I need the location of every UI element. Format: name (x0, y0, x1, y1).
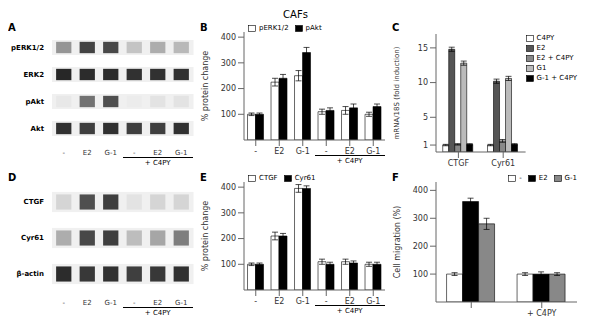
svg-text:-: - (133, 149, 136, 157)
svg-text:Cyr61: Cyr61 (491, 159, 515, 168)
svg-text:E2: E2 (153, 299, 162, 307)
svg-text:E2: E2 (153, 149, 162, 157)
svg-text:200: 200 (413, 242, 428, 251)
html-text:CTGF: CTGF (259, 174, 278, 182)
svg-text:-: - (254, 297, 257, 306)
html-text:pAkt: pAkt (305, 24, 322, 32)
svg-text:100: 100 (221, 260, 236, 269)
html-text:E2: E2 (536, 44, 546, 52)
svg-text:mRNA/18S (fold induction): mRNA/18S (fold induction) (393, 46, 401, 139)
svg-text:300: 300 (413, 214, 428, 223)
svg-text:G-1: G-1 (105, 149, 117, 157)
svg-text:E2: E2 (274, 297, 284, 306)
html-text:+ C4PY: + C4PY (336, 307, 363, 315)
html-text:A: A (8, 22, 16, 33)
svg-text:100: 100 (413, 270, 428, 279)
html-text:+ C4PY: + C4PY (336, 157, 363, 165)
svg-text:400: 400 (221, 33, 236, 42)
html-text:G-1: G-1 (564, 174, 577, 182)
svg-text:5: 5 (423, 113, 428, 122)
svg-text:% protein change: % protein change (201, 51, 210, 122)
svg-text:G-1: G-1 (296, 297, 310, 306)
svg-text:-: - (62, 299, 65, 307)
svg-text:ERK2: ERK2 (24, 71, 45, 79)
svg-text:G-1: G-1 (105, 299, 117, 307)
svg-text:400: 400 (221, 183, 236, 192)
svg-text:-: - (254, 147, 257, 156)
svg-text:E2: E2 (344, 296, 355, 306)
html-text:D: D (8, 172, 17, 183)
html-text:Cyr61: Cyr61 (294, 174, 316, 182)
svg-text:200: 200 (221, 84, 236, 93)
svg-text:Akt: Akt (31, 125, 45, 133)
svg-text:CTGF: CTGF (24, 198, 45, 206)
html-text:F: F (392, 172, 399, 183)
html-text:E2: E2 (538, 174, 548, 182)
svg-text:G-1: G-1 (366, 146, 381, 156)
svg-text:G-1: G-1 (175, 299, 187, 307)
svg-text:10: 10 (418, 78, 428, 87)
svg-text:G-1: G-1 (296, 147, 310, 156)
html-text:E2 + C4PY: E2 + C4PY (536, 54, 574, 62)
html-text:+ C4PY: + C4PY (144, 309, 171, 317)
html-text:C: C (392, 22, 400, 33)
svg-text:300: 300 (221, 209, 236, 218)
svg-text:300: 300 (221, 59, 236, 68)
svg-text:1: 1 (423, 141, 428, 150)
html-text:CAFs: CAFs (283, 9, 308, 20)
svg-text:pAkt: pAkt (26, 98, 45, 106)
svg-text:CTGF: CTGF (448, 159, 470, 168)
svg-text:E2: E2 (274, 147, 284, 156)
html-text:C4PY: C4PY (536, 34, 555, 42)
svg-text:Cell migration (%): Cell migration (%) (393, 206, 402, 279)
html-text:B: B (200, 22, 208, 33)
svg-text:Cyr61: Cyr61 (21, 234, 44, 242)
svg-text:G-1: G-1 (366, 296, 381, 306)
svg-text:E2: E2 (83, 149, 92, 157)
html-text:G-1 + C4PY: G-1 + C4PY (536, 74, 577, 82)
html-text:G1: G1 (536, 64, 547, 72)
svg-text:pERK1/2: pERK1/2 (11, 44, 44, 52)
svg-text:15: 15 (418, 44, 428, 53)
svg-text:-: - (133, 299, 136, 307)
svg-text:E2: E2 (344, 146, 355, 156)
html-text:pERK1/2: pERK1/2 (259, 24, 289, 32)
svg-text:200: 200 (221, 234, 236, 243)
svg-text:β-actin: β-actin (16, 270, 44, 278)
svg-text:100: 100 (221, 110, 236, 119)
svg-text:400: 400 (413, 186, 428, 195)
svg-text:-: - (62, 149, 65, 157)
svg-text:E2: E2 (83, 299, 92, 307)
html-text:+ C4PY: + C4PY (144, 159, 171, 167)
svg-text:% protein change: % protein change (201, 201, 210, 272)
svg-text:+ C4PY: + C4PY (527, 309, 557, 318)
html-text:E: E (200, 172, 207, 183)
svg-text:G-1: G-1 (175, 149, 187, 157)
